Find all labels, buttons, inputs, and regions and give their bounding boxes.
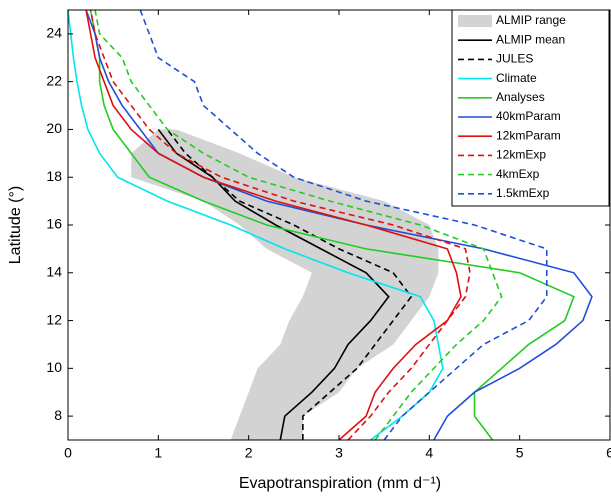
legend-label: ALMIP range bbox=[496, 13, 566, 27]
x-tick-label: 2 bbox=[245, 445, 253, 461]
x-tick-label: 1 bbox=[154, 445, 162, 461]
legend-label: 12kmExp bbox=[496, 148, 546, 162]
legend-label: ALMIP mean bbox=[496, 32, 565, 46]
x-tick-label: 0 bbox=[64, 445, 72, 461]
legend-label: JULES bbox=[496, 52, 533, 66]
legend-label: 40kmParam bbox=[496, 109, 561, 123]
legend-label: 1.5kmExp bbox=[496, 186, 550, 200]
x-tick-label: 6 bbox=[606, 445, 611, 461]
y-tick-label: 8 bbox=[54, 407, 62, 423]
x-axis-label: Evapotranspiration (mm d⁻¹) bbox=[239, 475, 441, 492]
legend: ALMIP range ALMIP mean JULES Climate Analyse… bbox=[451, 9, 610, 207]
legend-label: 12kmParam bbox=[496, 128, 561, 142]
line-series bbox=[94, 9, 503, 441]
legend-swatch bbox=[458, 15, 492, 27]
y-axis-label: Latitude (°) bbox=[7, 186, 24, 264]
x-tick-label: 4 bbox=[425, 445, 433, 461]
legend-box bbox=[451, 9, 610, 207]
line-series bbox=[67, 9, 444, 441]
y-tick-label: 10 bbox=[46, 359, 62, 375]
y-tick-label: 20 bbox=[46, 120, 62, 136]
line-series bbox=[139, 9, 548, 441]
line-series bbox=[89, 9, 471, 441]
range-band bbox=[131, 129, 439, 440]
legend-label: Climate bbox=[496, 71, 537, 85]
y-tick-label: 12 bbox=[46, 311, 62, 327]
y-tick-label: 22 bbox=[46, 72, 62, 88]
y-tick-label: 16 bbox=[46, 216, 62, 232]
line-series bbox=[89, 9, 575, 441]
y-tick-label: 24 bbox=[46, 25, 62, 41]
y-tick-label: 14 bbox=[46, 263, 62, 279]
legend-label: Analyses bbox=[496, 90, 545, 104]
legend-label: 4kmExp bbox=[496, 167, 540, 181]
x-tick-label: 5 bbox=[516, 445, 524, 461]
line-series bbox=[85, 9, 462, 441]
y-tick-label: 18 bbox=[46, 168, 62, 184]
x-tick-label: 3 bbox=[335, 445, 343, 461]
